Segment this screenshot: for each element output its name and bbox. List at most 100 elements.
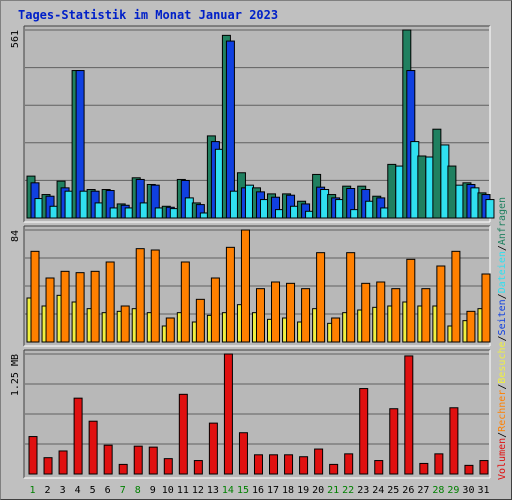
day-label-7: 7	[120, 485, 126, 496]
day-label-24: 24	[372, 485, 384, 496]
visits-chart-bar-rechner-23	[361, 282, 371, 343]
visits-chart-bar-rechner-25	[391, 288, 401, 343]
legend-item: Anfragen	[497, 197, 508, 245]
visits-chart-bar-rechner-26	[406, 258, 416, 343]
day-label-5: 5	[90, 485, 96, 496]
visits-chart-bar-rechner-16	[255, 288, 265, 343]
day-label-3: 3	[60, 485, 66, 496]
volume-chart-bar-volumen-21	[329, 463, 339, 475]
day-label-25: 25	[387, 485, 399, 496]
volume-chart-bar-volumen-9	[148, 446, 158, 475]
hits-chart-bar-anfragen-28	[432, 128, 442, 219]
visits-chart-bar-rechner-3	[60, 270, 70, 343]
visits-chart-bar-rechner-20	[316, 252, 326, 343]
day-label-17: 17	[267, 485, 279, 496]
visits-chart-bar-rechner-31	[481, 273, 491, 343]
day-label-14: 14	[222, 485, 234, 496]
visits-chart-bar-rechner-29	[451, 250, 461, 343]
day-label-6: 6	[105, 485, 111, 496]
visits-chart-bar-rechner-1	[30, 250, 40, 343]
volume-chart-bar-volumen-23	[359, 388, 369, 475]
day-label-2: 2	[45, 485, 51, 496]
day-label-30: 30	[462, 485, 474, 496]
volume-chart-bar-volumen-6	[103, 444, 113, 475]
volume-chart-bar-volumen-12	[193, 460, 203, 475]
day-label-12: 12	[192, 485, 204, 496]
day-label-26: 26	[402, 485, 414, 496]
hits-chart-bar-anfragen-29	[447, 165, 457, 219]
hits-chart-bar-dateien-31	[485, 199, 495, 219]
volume-chart-bar-volumen-29	[449, 407, 459, 475]
volume-chart-bar-volumen-5	[88, 420, 98, 475]
legend-item: Volumen	[497, 438, 508, 480]
legend-item: Seiten	[497, 299, 508, 335]
volume-chart-bar-volumen-14	[223, 353, 233, 475]
day-label-13: 13	[207, 485, 219, 496]
hits-chart-bar-anfragen-25	[387, 163, 397, 219]
visits-chart-bar-rechner-14	[225, 246, 235, 343]
visits-chart-bar-rechner-19	[301, 288, 311, 343]
volume-chart-bar-volumen-4	[73, 397, 83, 475]
legend-item: /	[497, 432, 508, 438]
visits-chart-bar-rechner-12	[195, 298, 205, 343]
day-label-28: 28	[432, 485, 444, 496]
volume-chart-bar-volumen-13	[208, 422, 218, 475]
day-label-27: 27	[417, 485, 429, 496]
volume-chart-bar-volumen-27	[419, 462, 429, 475]
volume-chart-bar-volumen-30	[464, 464, 474, 475]
volume-chart-bar-volumen-3	[58, 450, 68, 475]
volume-chart-bar-volumen-20	[314, 448, 324, 475]
visits-chart-bar-rechner-8	[135, 248, 145, 343]
day-label-15: 15	[237, 485, 249, 496]
day-label-8: 8	[135, 485, 141, 496]
visits-chart-bar-rechner-7	[120, 305, 130, 343]
visits-chart-bar-rechner-27	[421, 288, 431, 343]
day-label-19: 19	[297, 485, 309, 496]
legend-item: Besuche	[497, 341, 508, 383]
visits-chart-bar-rechner-10	[165, 317, 175, 343]
visits-chart-bar-rechner-22	[346, 252, 356, 343]
visits-chart-bar-rechner-30	[466, 310, 476, 343]
hits-chart-ymax-label: 561	[10, 30, 21, 48]
legend-item: /	[497, 335, 508, 341]
day-label-20: 20	[312, 485, 324, 496]
legend-item: Rechner	[497, 390, 508, 432]
legend-item: /	[497, 384, 508, 390]
volume-chart-bar-volumen-19	[299, 456, 309, 475]
day-label-18: 18	[282, 485, 294, 496]
visits-chart-bar-rechner-5	[90, 270, 100, 343]
volume-chart-bar-volumen-1	[28, 436, 38, 475]
visits-chart-bar-rechner-9	[150, 249, 160, 343]
volume-chart-bar-volumen-26	[404, 355, 414, 475]
visits-chart-bar-rechner-17	[271, 281, 281, 343]
volume-chart-bar-volumen-8	[133, 445, 143, 475]
volume-chart-bar-volumen-7	[118, 463, 128, 475]
day-label-11: 11	[177, 485, 189, 496]
volume-chart-bar-volumen-17	[269, 454, 279, 475]
visits-chart-bar-rechner-24	[376, 281, 386, 343]
volume-chart-bar-volumen-16	[253, 454, 263, 475]
vertical-legend: Volumen/Rechner/Besuche/Seiten/Dateien/A…	[497, 197, 508, 480]
legend-item: /	[497, 245, 508, 251]
volume-chart-bar-volumen-15	[238, 432, 248, 475]
volume-chart-bar-volumen-2	[43, 457, 53, 475]
volume-chart-bar-volumen-31	[479, 460, 489, 475]
day-label-9: 9	[150, 485, 156, 496]
visits-chart-bar-rechner-21	[331, 317, 341, 343]
day-label-10: 10	[162, 485, 174, 496]
chart-title: Tages-Statistik im Monat Januar 2023	[18, 8, 279, 22]
day-label-23: 23	[357, 485, 369, 496]
day-label-31: 31	[477, 485, 489, 496]
volume-chart-bar-volumen-18	[284, 454, 294, 475]
legend-item: /	[497, 293, 508, 299]
visits-chart-bar-rechner-15	[240, 229, 250, 343]
visits-chart-bar-rechner-4	[75, 272, 85, 343]
day-label-4: 4	[75, 485, 81, 496]
day-label-29: 29	[447, 485, 459, 496]
visits-chart-bar-rechner-11	[180, 261, 190, 343]
visits-chart-bar-rechner-13	[210, 277, 220, 343]
volume-chart-ymax-label: 1.25 MB	[10, 354, 21, 396]
hits-chart-bar-anfragen-27	[417, 155, 427, 219]
visits-chart-bar-rechner-6	[105, 261, 115, 343]
